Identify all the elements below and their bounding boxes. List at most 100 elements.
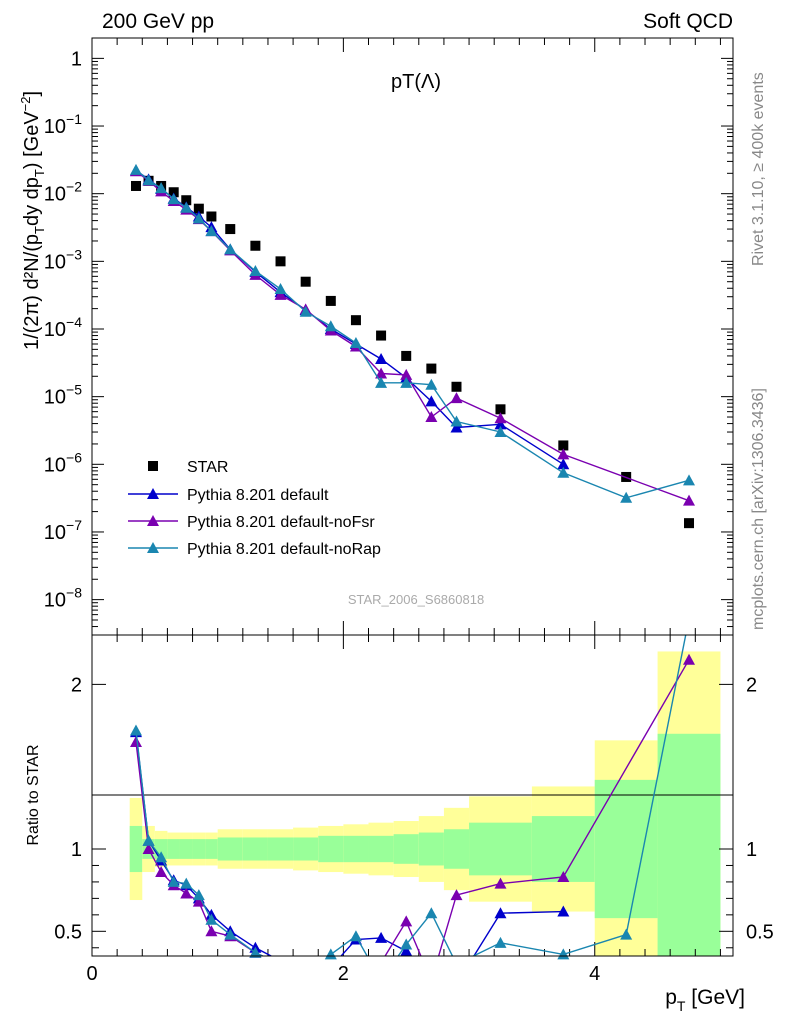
main-point-data [250, 240, 261, 251]
ratio-panel: 0.5 0.5 1 1 2 2 0 2 4 Ratio to STAR pT [GeV] [25, 634, 774, 1014]
main-line-noRap [135, 169, 690, 499]
main-point-noRap [249, 264, 262, 276]
main-point-data [426, 363, 437, 374]
main-series-layer [129, 163, 696, 529]
main-point-noFsr [494, 412, 507, 424]
band-inner [368, 835, 394, 863]
main-point-data [376, 330, 387, 341]
main-point-noRap [349, 337, 362, 349]
ratio-point-noFsr [129, 736, 142, 747]
legend-label-noRap: Pythia 8.201 default-noRap [187, 541, 381, 558]
legend-label-data: STAR [187, 459, 228, 476]
main-point-noRap [375, 376, 388, 388]
band-inner [594, 779, 658, 919]
band-inner [129, 825, 143, 873]
main-point-data [193, 203, 204, 214]
main-point-data [451, 381, 462, 392]
band-inner [343, 835, 369, 863]
ratio-point-default [400, 945, 413, 957]
main-point-noRap [324, 320, 337, 332]
y-tick-label: 10−6 [44, 449, 82, 476]
ratio-y-tick-label: 2 [71, 674, 82, 696]
x-tick-label: 4 [589, 963, 600, 985]
ratio-point-noRap [224, 928, 237, 940]
y-tick-label: 10−3 [44, 246, 82, 273]
main-point-noRap [224, 243, 237, 255]
ratio-point-noRap [349, 930, 362, 942]
ratio-point-noFsr [683, 653, 696, 665]
main-point-noRap [620, 491, 633, 503]
main-point-default [450, 421, 463, 433]
band-inner [205, 839, 218, 859]
main-point-data [275, 256, 286, 267]
main-point-noRap [192, 212, 205, 224]
watermark: STAR_2006_S6860818 [348, 592, 484, 607]
ratio-point-default [375, 931, 388, 943]
main-point-data [558, 440, 569, 451]
main-point-noFsr [400, 368, 413, 380]
ratio-frame [91, 634, 734, 957]
ratio-point-noRap [192, 889, 205, 901]
main-point-data [495, 404, 506, 415]
ratio-point-noRap [494, 936, 507, 948]
main-point-data [181, 195, 192, 206]
main-point-noRap [299, 305, 312, 317]
main-point-noRap [683, 474, 696, 486]
main-point-noRap [142, 174, 155, 186]
band-inner [179, 839, 193, 859]
ratio-point-noFsr [180, 887, 193, 899]
band-inner [192, 839, 206, 859]
main-point-noRap [425, 378, 438, 390]
main-y-label: 1/(2π) d²N/(pTdy dpT) [GeV−2] [18, 91, 47, 350]
y-tick-label: 10−1 [44, 111, 82, 138]
ratio-point-noFsr [155, 866, 168, 878]
legend-marker-noFsr [147, 515, 159, 526]
ratio-point-noRap [129, 724, 142, 736]
main-point-data [206, 211, 217, 222]
legend-marker-data [148, 461, 158, 471]
band-inner [531, 816, 595, 882]
main-point-data [401, 350, 412, 361]
main-point-noFsr [683, 494, 696, 506]
band-inner [217, 837, 243, 861]
main-point-noRap [400, 376, 413, 388]
band-inner [443, 829, 470, 869]
legend-label-default: Pythia 8.201 default [187, 487, 329, 504]
legend: STAR Pythia 8.201 default Pythia 8.201 def… [128, 459, 381, 558]
ratio-point-default [557, 905, 570, 917]
y-tick-label: 10−2 [44, 179, 82, 206]
ratio-point-noFsr [142, 843, 155, 854]
main-panel: 110−110−210−310−410−510−610−710−8 pT(Λ) … [18, 37, 734, 636]
ratio-point-noRap [205, 913, 218, 925]
main-point-noRap [450, 415, 463, 427]
main-point-data [168, 187, 179, 198]
x-tick-label: 0 [86, 963, 97, 985]
band-inner [469, 822, 532, 876]
x-axis-label: pT [GeV] [665, 986, 745, 1014]
band-inner [393, 834, 419, 864]
main-point-noFsr [557, 448, 570, 460]
y-tick-label: 10−8 [44, 585, 82, 612]
main-point-noRap [557, 466, 570, 478]
main-point-noRap [494, 426, 507, 438]
ratio-y-label: Ratio to STAR [25, 744, 42, 845]
ratio-series-layer [129, 635, 696, 960]
header-right: Soft QCD [643, 10, 733, 33]
ratio-y-tick-label: 0.5 [54, 921, 82, 943]
main-point-noRap [155, 182, 168, 194]
main-point-noRap [167, 193, 180, 205]
band-inner [293, 837, 319, 861]
main-point-default [557, 458, 570, 470]
main-point-noFsr [375, 367, 388, 379]
main-point-data [225, 224, 236, 235]
main-point-noFsr [425, 411, 438, 423]
ratio-point-noRap [400, 938, 413, 950]
ratio-point-default [494, 907, 507, 919]
ratio-point-noFsr [557, 870, 570, 882]
ratio-point-noRap [249, 946, 262, 958]
ratio-y-tick-label: 0.5 [746, 921, 774, 943]
ratio-point-noFsr [400, 915, 413, 927]
mcplots-label: mcplots.cern.ch [arXiv:1306.3436] [750, 388, 767, 630]
ratio-bands [129, 651, 721, 956]
